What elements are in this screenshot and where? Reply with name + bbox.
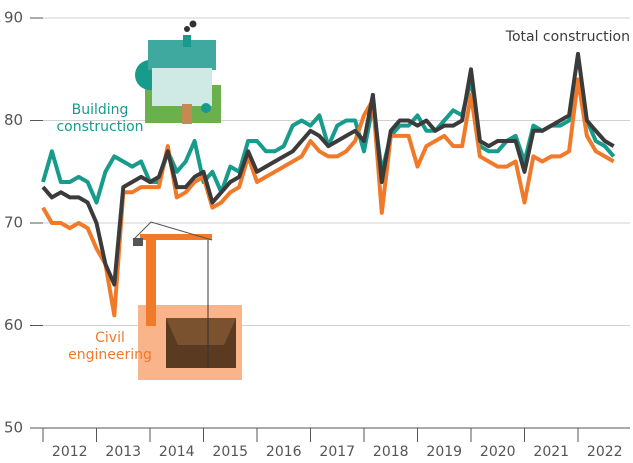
x-tick-label: 2016	[266, 444, 302, 460]
x-tick-label: 2013	[105, 444, 141, 460]
y-tick-label: 90	[4, 9, 23, 27]
x-tick-label: 2014	[159, 444, 195, 460]
x-tick-label: 2022	[587, 444, 623, 460]
y-tick-label: 50	[4, 419, 23, 437]
series-label: Building construction	[56, 102, 144, 135]
x-tick-label: 2018	[373, 444, 409, 460]
series-label: Civil engineering	[68, 330, 152, 363]
series-label: Total construction	[505, 29, 630, 45]
x-tick-label: 2019	[426, 444, 462, 460]
x-tick-label: 2015	[212, 444, 248, 460]
y-tick-label: 60	[4, 316, 23, 334]
lines	[41, 51, 616, 318]
axis: 50 60 70 80 90 2012 2013 2014 2015 2016 2017 2018 20…	[4, 9, 630, 460]
x-tick-label: 2012	[52, 444, 88, 460]
x-tick-label: 2021	[533, 444, 569, 460]
crane-illustration	[132, 221, 242, 380]
grid	[43, 17, 630, 326]
house-illustration	[135, 20, 221, 124]
series-line	[41, 51, 615, 287]
y-tick-label: 80	[4, 111, 23, 129]
series-line	[41, 77, 615, 318]
y-tick-label: 70	[4, 214, 23, 232]
x-tick-label: 2020	[480, 444, 516, 460]
x-tick-label: 2017	[319, 444, 355, 460]
